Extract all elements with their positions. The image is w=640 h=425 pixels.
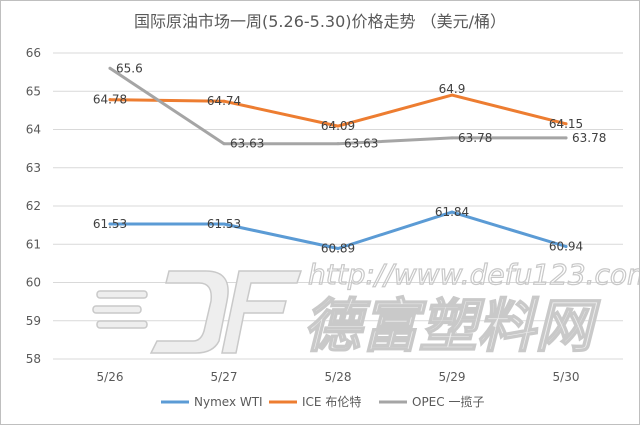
y-axis-ticks: 58 59 60 61 62 63 64 65 66 <box>26 46 41 366</box>
data-label: 61.84 <box>435 205 469 219</box>
data-label: 63.78 <box>572 131 606 145</box>
watermark-brand: 德富塑料网 <box>303 292 601 360</box>
data-point <box>450 210 454 214</box>
watermark: http://www.defu123.com 德富塑料网 <box>92 257 639 361</box>
data-label: 60.94 <box>549 240 583 254</box>
data-label: 64.15 <box>549 117 583 131</box>
data-label: 64.78 <box>93 93 127 107</box>
x-tick-label: 5/28 <box>325 370 352 384</box>
y-tick-label: 64 <box>26 123 41 137</box>
data-point <box>336 124 340 128</box>
y-tick-label: 61 <box>26 237 41 251</box>
data-labels: 61.53 61.53 60.89 61.84 60.94 64.78 64.74 64.09… <box>93 61 607 255</box>
y-tick-label: 62 <box>26 199 41 213</box>
data-label: 61.53 <box>207 217 241 231</box>
chart-title: 国际原油市场一周(5.26-5.30)价格走势 （美元/桶） <box>134 12 506 31</box>
data-point <box>108 98 112 102</box>
data-label: 63.63 <box>230 137 264 151</box>
data-label: 64.74 <box>207 94 241 108</box>
legend-label: OPEC 一揽子 <box>412 395 484 409</box>
data-point <box>108 66 112 70</box>
data-point <box>564 245 568 249</box>
data-label: 63.78 <box>458 131 492 145</box>
watermark-url: http://www.defu123.com <box>308 258 639 291</box>
series-lines <box>108 66 568 250</box>
data-point <box>336 246 340 250</box>
y-tick-label: 65 <box>26 84 41 98</box>
data-label: 63.63 <box>344 137 378 151</box>
data-point <box>108 222 112 226</box>
data-point <box>564 122 568 126</box>
x-axis-ticks: 5/26 5/27 5/28 5/29 5/30 <box>97 370 580 384</box>
watermark-logo <box>92 270 303 354</box>
data-point <box>450 136 454 140</box>
data-point <box>222 222 226 226</box>
x-tick-label: 5/30 <box>553 370 580 384</box>
y-tick-label: 63 <box>26 161 41 175</box>
data-label: 65.6 <box>116 61 143 75</box>
legend-label: Nymex WTI <box>194 395 263 409</box>
y-tick-label: 59 <box>26 314 41 328</box>
y-tick-label: 66 <box>26 46 41 60</box>
data-point <box>336 142 340 146</box>
data-label: 61.53 <box>93 217 127 231</box>
data-label: 60.89 <box>321 241 355 255</box>
x-tick-label: 5/27 <box>211 370 238 384</box>
legend-label: ICE 布伦特 <box>302 394 361 409</box>
y-tick-label: 60 <box>26 276 41 290</box>
x-tick-label: 5/26 <box>97 370 124 384</box>
data-point <box>222 99 226 103</box>
data-point <box>564 136 568 140</box>
data-label: 64.9 <box>439 82 466 96</box>
y-tick-label: 58 <box>26 352 41 366</box>
data-point <box>450 93 454 97</box>
data-label: 64.09 <box>321 119 355 133</box>
legend: Nymex WTI ICE 布伦特 OPEC 一揽子 <box>161 394 484 409</box>
x-tick-label: 5/29 <box>439 370 466 384</box>
data-point <box>222 142 226 146</box>
gridlines <box>53 52 623 360</box>
